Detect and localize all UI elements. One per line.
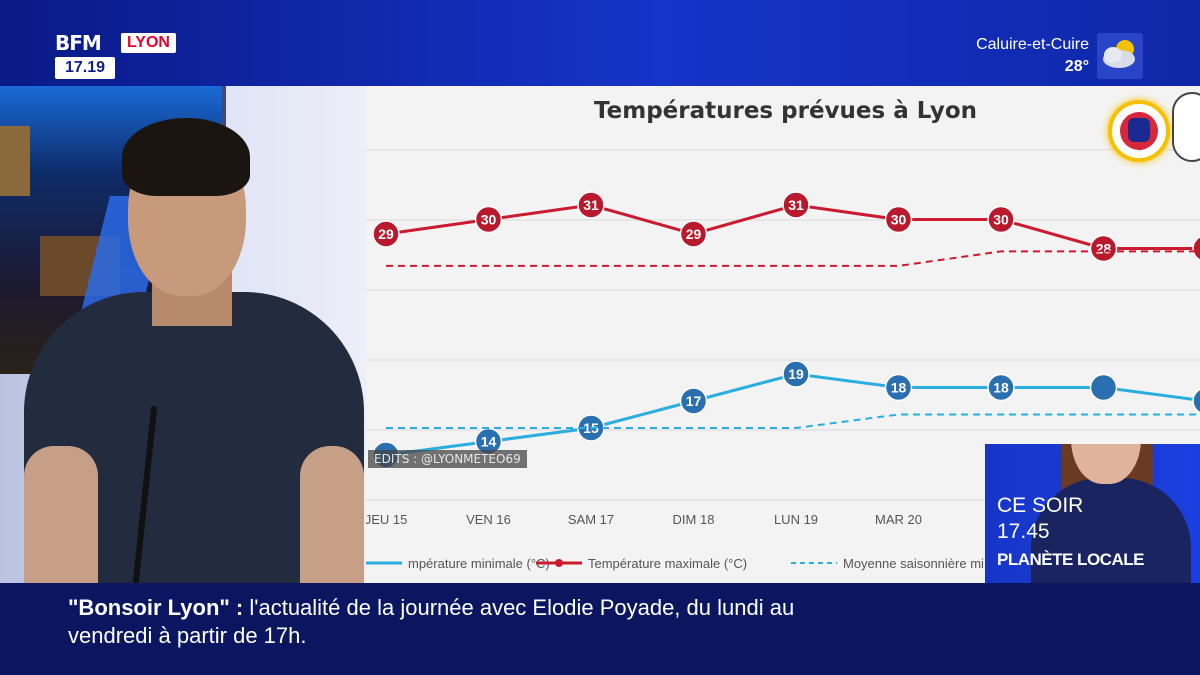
legend-marker-1 <box>555 559 563 567</box>
data-label-2-3: 17 <box>686 393 702 409</box>
data-point-2-5 <box>884 373 913 402</box>
guest-left-arm <box>24 446 98 583</box>
x-tick-label-5: MAR 20 <box>875 512 922 527</box>
broadcast-time: 17.19 <box>55 57 115 79</box>
legend-label-1: Température maximale (°C) <box>588 556 747 571</box>
data-point-2-6 <box>987 373 1015 402</box>
cloud-sun-icon <box>1097 33 1143 79</box>
data-point-2-7 <box>1089 373 1118 402</box>
ticker-show-name: "Bonsoir Lyon" : <box>68 595 244 620</box>
chart-credit: EDITS : @LYONMETEO69 <box>368 450 527 468</box>
data-label-0-6: 30 <box>993 212 1009 228</box>
data-label-0-2: 31 <box>583 197 599 213</box>
studio-camera-view <box>0 86 366 583</box>
inset-show-name: PLANÈTE LOCALE <box>997 550 1144 569</box>
data-label-0-4: 31 <box>788 197 804 213</box>
presenter-inset: CE SOIR 17.45 PLANÈTE LOCALE <box>985 444 1200 583</box>
guest-hair <box>122 118 250 196</box>
data-point-0-1 <box>474 205 503 234</box>
basilica-image <box>0 126 30 196</box>
data-point-2-4 <box>782 360 810 388</box>
x-tick-label-4: LUN 19 <box>774 512 818 527</box>
lion-icon <box>1128 118 1150 142</box>
data-label-0-1: 30 <box>481 212 497 228</box>
weather-temperature: 28° <box>1064 58 1089 75</box>
data-label-0-3: 29 <box>686 226 702 242</box>
ticker-text-line2: vendredi à partir de 17h. <box>68 623 307 648</box>
x-tick-label-3: DIM 18 <box>673 512 715 527</box>
data-label-2-4: 19 <box>788 366 804 382</box>
legend-label-2: Moyenne saisonnière mi <box>843 556 984 571</box>
data-point-0-7 <box>1089 234 1118 263</box>
x-tick-label-1: VEN 16 <box>466 512 511 527</box>
x-tick-label-2: SAM 17 <box>568 512 614 527</box>
data-point-2-3 <box>679 387 708 415</box>
ticker-text-line1: l'actualité de la journée avec Elodie Po… <box>243 595 795 620</box>
data-label-0-5: 30 <box>891 212 907 228</box>
data-label-2-6: 18 <box>993 380 1009 396</box>
data-point-2-8 <box>1192 388 1200 414</box>
legend-label-0: mpérature minimale (°C) <box>408 556 550 571</box>
data-label-2-1: 14 <box>481 434 497 450</box>
data-label-0-7: 28 <box>1096 241 1112 257</box>
data-point-0-5 <box>884 205 913 234</box>
weather-location: Caluire-et-Cuire <box>976 36 1089 53</box>
series-line-1 <box>386 250 1200 267</box>
data-point-0-3 <box>679 220 708 248</box>
news-ticker: "Bonsoir Lyon" : l'actualité de la journ… <box>0 583 1200 675</box>
data-point-0-4 <box>782 191 810 219</box>
presenter-body <box>1031 478 1191 583</box>
series-line-3 <box>386 413 1200 429</box>
data-point-0-6 <box>987 205 1015 234</box>
chart-title: Températures prévues à Lyon <box>594 98 977 124</box>
data-label-2-5: 18 <box>891 380 907 396</box>
data-point-0-2 <box>577 191 605 219</box>
data-point-0-8 <box>1192 236 1200 261</box>
channel-brand: BFM <box>55 31 102 55</box>
top-bar: BFM LYON 17.19 Caluire-et-Cuire 28° <box>0 0 1200 86</box>
lyon-meteo-logo <box>1108 100 1170 162</box>
x-tick-label-0: JEU 15 <box>366 512 407 527</box>
data-label-0-0: 29 <box>378 226 394 242</box>
inset-time: 17.45 <box>997 520 1050 543</box>
guest-right-arm <box>300 446 364 583</box>
lyon-meteo-wordmark <box>1172 92 1200 162</box>
data-point-0-0 <box>372 220 400 248</box>
channel-city: LYON <box>121 33 176 53</box>
inset-label: CE SOIR <box>997 494 1084 517</box>
